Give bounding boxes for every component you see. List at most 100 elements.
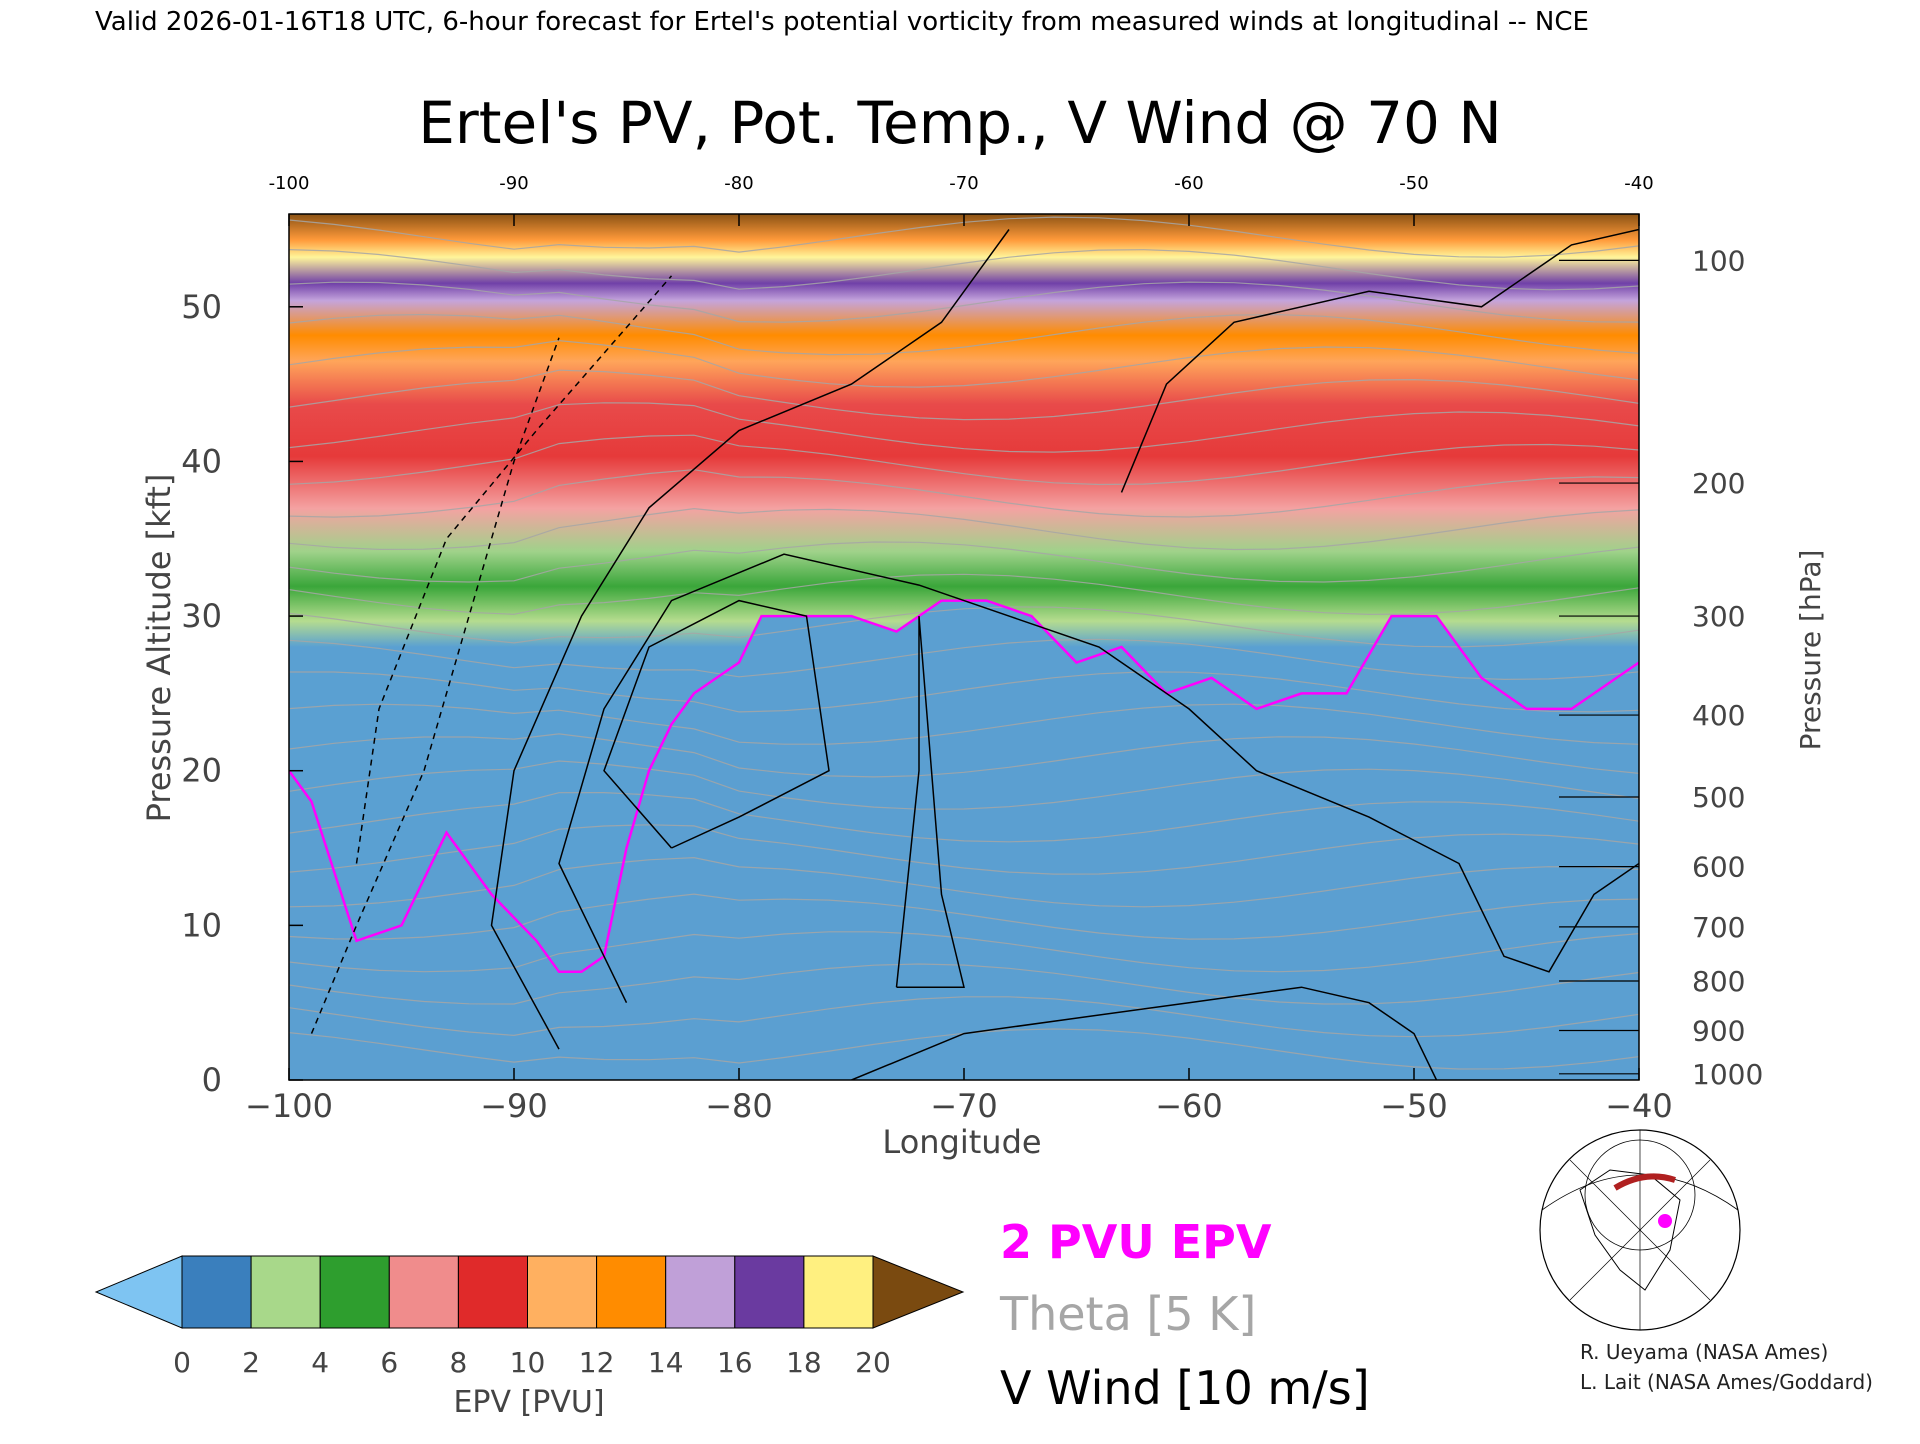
credit-line-2: L. Lait (NASA Ames/Goddard): [1580, 1370, 1873, 1394]
y-tick-label: 0: [202, 1061, 222, 1099]
x-tick-label-top: -40: [1624, 173, 1653, 194]
pressure-tick-label: 100: [1692, 244, 1745, 277]
y-tick-label: 50: [181, 288, 222, 326]
colorbar-tick-label: 2: [242, 1346, 260, 1379]
x-tick-label-top: -60: [1174, 173, 1203, 194]
theta-contour: [289, 963, 1639, 1005]
v-wind-contour: [1120, 228, 1639, 493]
theta-contour: [289, 703, 1639, 745]
v-wind-contour: [895, 616, 965, 988]
theta-contour: [289, 996, 1639, 1038]
v-wind-contour: [490, 229, 1010, 1050]
colorbar-tick-label: 6: [380, 1346, 398, 1379]
theta-contour: [289, 893, 1639, 940]
theta-contour: [289, 402, 1639, 453]
map-coastline: [1579, 1169, 1681, 1291]
theta-contour: [289, 856, 1639, 908]
theta-contour: [289, 573, 1639, 616]
x-tick-label: −70: [930, 1087, 998, 1125]
x-tick-label-top: -90: [499, 173, 528, 194]
plot-area: [289, 214, 1639, 1080]
header-text: Valid 2026-01-16T18 UTC, 6-hour forecast…: [95, 7, 1589, 37]
theta-contour: [289, 339, 1639, 388]
theta-contour: [289, 313, 1639, 356]
pressure-tick-label: 1000: [1692, 1058, 1763, 1091]
x-tick-label: −100: [245, 1087, 333, 1125]
colorbar-bin: [665, 1255, 736, 1329]
map-graticule-meridians: [1569, 1130, 1711, 1330]
v-wind-contour: [558, 553, 1639, 1004]
credit-line-1: R. Ueyama (NASA Ames): [1580, 1340, 1828, 1364]
y-tick-label: 20: [181, 752, 222, 790]
theta-contour: [289, 824, 1639, 875]
colorbar-bin: [250, 1255, 321, 1329]
theta-contour: [289, 671, 1639, 713]
colorbar: 0 2 4 6 8 10 12 14 16 18 20: [94, 1255, 965, 1379]
x-tick-label: −80: [705, 1087, 773, 1125]
v-wind-contour: [310, 337, 560, 1034]
colorbar-tick-label: 18: [786, 1346, 822, 1379]
pressure-tick-label: 200: [1692, 467, 1745, 500]
colorbar-tick-label: 0: [173, 1346, 191, 1379]
colorbar-under-arrow: [94, 1255, 183, 1329]
y-tick-label: 10: [181, 906, 222, 944]
pressure-tick-label: 400: [1692, 699, 1745, 732]
colorbar-tick-label: 14: [648, 1346, 684, 1379]
colorbar-over-arrow: [872, 1255, 965, 1329]
theta-contour: [289, 791, 1639, 843]
theta-contour: [289, 369, 1639, 421]
theta-contour: [289, 434, 1639, 486]
theta-contour: [289, 638, 1639, 681]
y-axis-label-right: Pressure [hPa]: [1794, 550, 1827, 751]
pressure-tick-label: 300: [1692, 600, 1745, 633]
pressure-tick-label: 900: [1692, 1015, 1745, 1048]
colorbar-bin: [734, 1255, 805, 1329]
y-tick-label: 40: [181, 442, 222, 480]
v-wind-contour: [851, 986, 1438, 1080]
legend-theta: Theta [5 K]: [999, 1287, 1256, 1341]
theta-contour: [289, 469, 1639, 518]
locator-map: [1539, 1129, 1741, 1331]
x-tick-label-top: -70: [949, 173, 978, 194]
colorbar-bin: [527, 1255, 598, 1329]
pressure-tick-label: 700: [1692, 911, 1745, 944]
colorbar-tick-label: 12: [579, 1346, 615, 1379]
v-wind-contour: [355, 275, 673, 864]
y-axis-right: 100 200 300 400 500 600 700 800 900 1000: [1559, 244, 1763, 1091]
x-axis-label: Longitude: [882, 1123, 1041, 1161]
pv-2pvu-contour: [289, 599, 1639, 974]
x-tick-label-top: -50: [1399, 173, 1428, 194]
y-tick-label: 30: [181, 597, 222, 635]
colorbar-bin: [803, 1255, 874, 1329]
x-tick-label: −40: [1605, 1087, 1673, 1125]
x-tick-label: −60: [1155, 1087, 1223, 1125]
x-tick-label-top: -80: [724, 173, 753, 194]
colorbar-bin: [181, 1255, 252, 1329]
chart-title: Ertel's PV, Pot. Temp., V Wind @ 70 N: [418, 89, 1501, 157]
legend-wind: V Wind [10 m/s]: [1000, 1361, 1370, 1415]
v-wind-contour: [603, 599, 830, 849]
theta-contour: [289, 507, 1639, 551]
colorbar-bin: [319, 1255, 390, 1329]
pressure-tick-label: 600: [1692, 851, 1745, 884]
x-tick-label: −90: [480, 1087, 548, 1125]
theta-contour: [289, 733, 1639, 778]
pressure-tick-label: 500: [1692, 781, 1745, 814]
colorbar-tick-label: 8: [449, 1346, 467, 1379]
theta-contour: [289, 541, 1639, 583]
colorbar-bin: [388, 1255, 459, 1329]
colorbar-bin: [457, 1255, 528, 1329]
colorbar-tick-label: 10: [510, 1346, 546, 1379]
y-axis-left: 0 10 20 30 40 50: [181, 288, 303, 1099]
x-tick-label: −50: [1380, 1087, 1448, 1125]
theta-contour: [289, 249, 1639, 291]
colorbar-tick-label: 16: [717, 1346, 753, 1379]
colorbar-bin: [596, 1255, 667, 1329]
x-tick-label-top: -100: [269, 173, 310, 194]
theta-contour: [289, 281, 1639, 323]
colorbar-tick-label: 4: [311, 1346, 329, 1379]
theta-contour: [289, 606, 1639, 648]
colorbar-label: EPV [PVU]: [453, 1385, 604, 1420]
